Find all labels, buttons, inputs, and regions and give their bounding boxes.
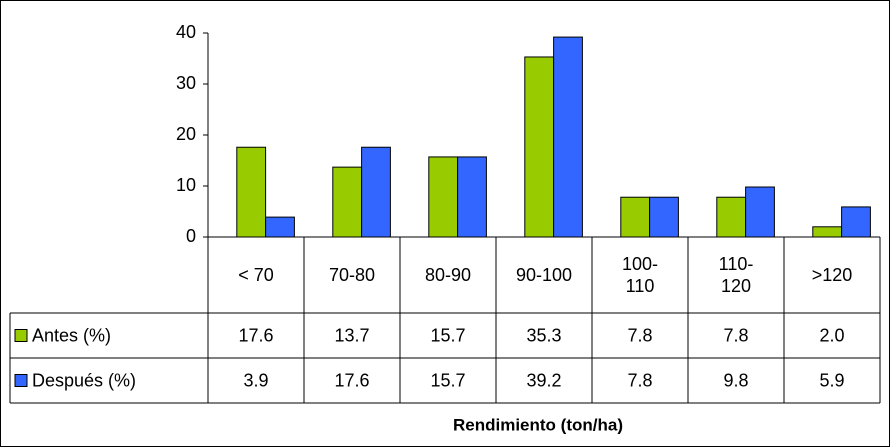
table-value: 39.2 (526, 370, 561, 390)
table-value: 17.6 (334, 370, 369, 390)
bar (553, 36, 583, 238)
bar (620, 196, 651, 238)
table-value: 3.9 (243, 370, 268, 390)
legend-key (14, 329, 28, 342)
legend-key (14, 374, 28, 387)
y-tick-label: 30 (176, 73, 196, 93)
category-cell: 70-80 (304, 237, 400, 313)
bar (361, 146, 391, 238)
table-value: 15.7 (430, 325, 465, 345)
category-cell: >120 (784, 237, 880, 313)
x-tick-label: 90-100 (515, 265, 573, 285)
table-value: 15.7 (430, 370, 465, 390)
category-cell: 80-90 (400, 237, 496, 313)
table-value: 9.8 (723, 370, 748, 390)
x-tick-label: 80-90 (424, 265, 472, 285)
table-value: 17.6 (238, 325, 273, 345)
legend-label: Después (%) (32, 370, 136, 390)
bar (716, 196, 747, 238)
legend-label: Antes (%) (32, 325, 111, 345)
bar (649, 196, 679, 238)
category-cell: 110-120 (688, 237, 784, 313)
bar (265, 216, 295, 238)
category-cell: 100-110 (592, 237, 688, 313)
bar (457, 156, 487, 238)
x-tick-label: 70-80 (328, 265, 376, 285)
table-value: 35.3 (526, 325, 561, 345)
y-tick-label: 0 (186, 226, 196, 246)
table-value: 5.9 (819, 370, 844, 390)
bar (332, 166, 363, 238)
category-cell: 90-100 (496, 237, 592, 313)
table-value: 7.8 (723, 325, 748, 345)
x-axis-title: Rendimiento (ton/ha) (453, 415, 623, 434)
table-value: 7.8 (627, 370, 652, 390)
x-tick-label: >120 (811, 265, 853, 285)
table-value: 13.7 (334, 325, 369, 345)
y-tick-label: 40 (176, 22, 196, 42)
x-tick-label: 100-110 (621, 254, 659, 296)
x-tick-label: 110-120 (718, 254, 754, 296)
bar (812, 226, 843, 238)
bar (236, 146, 267, 238)
bar (428, 156, 459, 238)
y-tick-label: 20 (176, 124, 196, 144)
bar (841, 206, 871, 238)
category-cell: < 70 (208, 237, 304, 313)
table-value: 2.0 (819, 325, 844, 345)
table-value: 7.8 (627, 325, 652, 345)
bar (524, 56, 555, 238)
y-tick-label: 10 (176, 175, 196, 195)
bar (745, 186, 775, 238)
x-tick-label: < 70 (238, 265, 274, 285)
